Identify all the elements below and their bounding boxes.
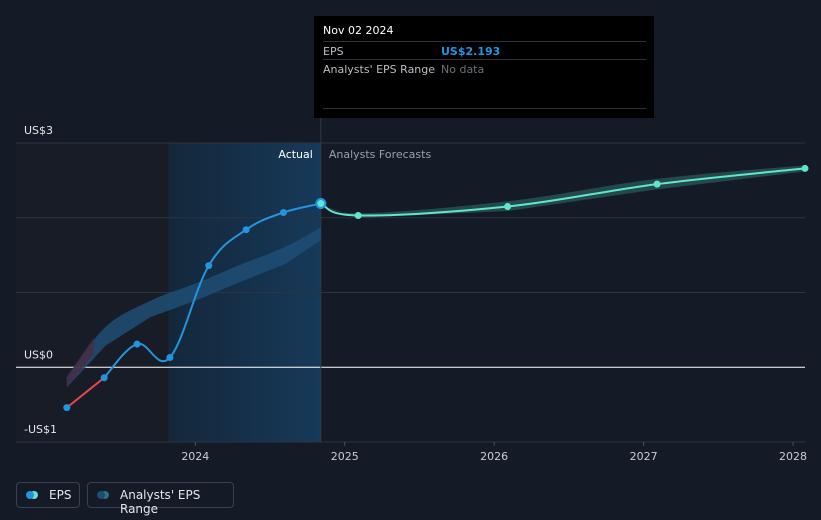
actual-region-label: Actual — [278, 148, 312, 161]
x-tick-label: 2028 — [779, 450, 807, 463]
tooltip-range-row: Analysts' EPS Range No data — [323, 59, 646, 78]
tooltip-range-label: Analysts' EPS Range — [323, 63, 436, 76]
x-tick-label: 2027 — [630, 450, 658, 463]
tooltip-date: Nov 02 2024 — [323, 24, 394, 37]
eps-hover-point — [315, 198, 327, 210]
tooltip-range-value: No data — [441, 63, 485, 76]
eps-forecast-point — [801, 164, 809, 172]
eps-point — [63, 404, 71, 412]
legend-analysts-range[interactable]: Analysts' EPS Range — [87, 482, 234, 516]
hover-tooltip: Nov 02 2024 EPS US$2.193 Analysts' EPS R… — [314, 16, 654, 118]
legend-eps-label: EPS — [49, 488, 72, 502]
legend-eps[interactable]: EPS — [16, 482, 80, 508]
eps-forecast-point — [653, 180, 661, 188]
analysts-range-band — [66, 227, 321, 388]
tooltip-eps-label: EPS — [323, 45, 344, 58]
eps-forecast-point — [504, 203, 512, 211]
range-band-negative — [66, 337, 94, 388]
eps-point — [205, 262, 213, 270]
x-tick-label: 2026 — [480, 450, 508, 463]
forecast-region-label: Analysts Forecasts — [329, 148, 432, 161]
eps-point — [242, 226, 250, 234]
y-tick-label: -US$1 — [24, 423, 57, 436]
eps-point — [133, 340, 141, 348]
tooltip-eps-row: EPS US$2.193 — [323, 41, 646, 60]
eps-line-forecast — [320, 167, 806, 217]
range-swatch-forecast-icon — [101, 491, 109, 499]
eps-point — [166, 354, 174, 362]
range-swatch-icon — [97, 491, 105, 499]
eps-point — [100, 374, 108, 382]
eps-chart: US$3 US$0 -US$1 2024 2025 2026 2027 2028 Actual A… — [16, 118, 809, 463]
forecast-range-band — [320, 165, 805, 218]
legend-range-label: Analysts' EPS Range — [120, 488, 201, 516]
x-tick-label: 2025 — [331, 450, 359, 463]
eps-swatch-forecast-icon — [30, 491, 38, 499]
eps-point — [279, 209, 287, 217]
tooltip-divider — [323, 108, 646, 109]
x-tick-label: 2024 — [181, 450, 209, 463]
y-tick-label: US$0 — [24, 348, 53, 361]
tooltip-eps-value: US$2.193 — [441, 45, 501, 58]
eps-swatch-icon — [26, 491, 34, 499]
y-tick-label: US$3 — [24, 124, 53, 137]
eps-forecast-point — [354, 212, 362, 220]
